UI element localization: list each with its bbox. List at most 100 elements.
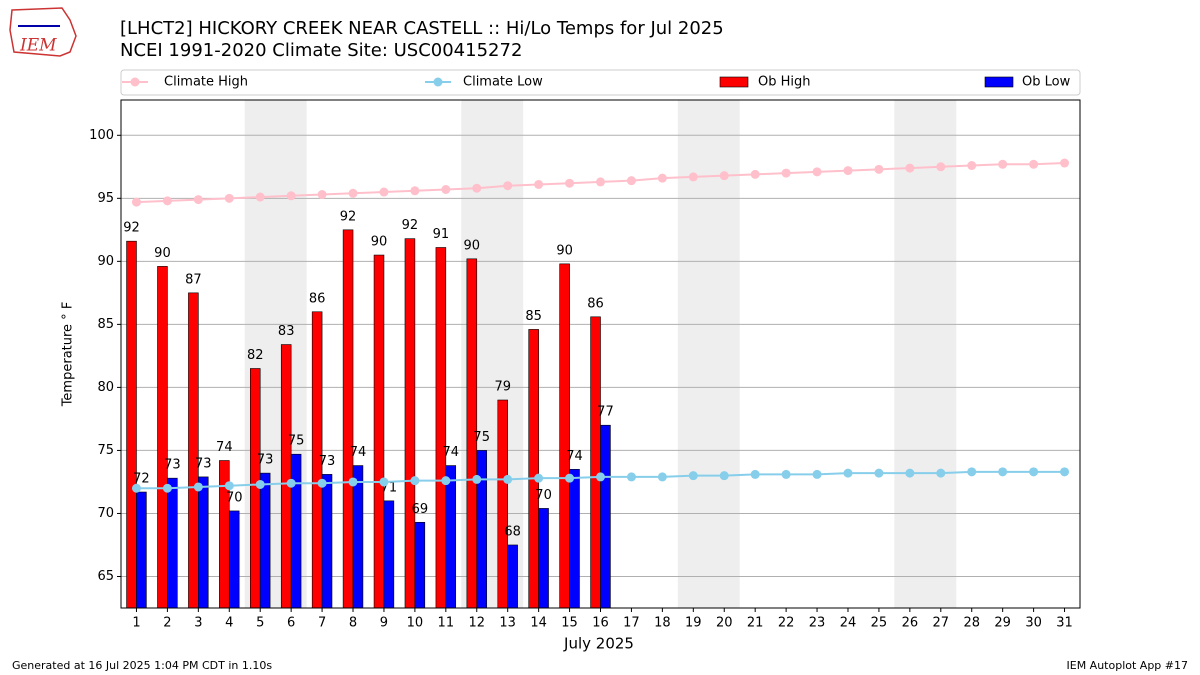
x-tick-label: 23 — [809, 616, 826, 631]
y-tick-label: 65 — [97, 569, 114, 584]
point — [936, 468, 946, 478]
data-label: 92 — [402, 218, 419, 233]
x-tick-label: 19 — [685, 616, 702, 631]
data-label: 75 — [473, 430, 490, 445]
point — [596, 472, 605, 482]
data-label: 73 — [195, 456, 212, 471]
point — [534, 473, 544, 483]
x-tick-label: 12 — [468, 616, 485, 631]
bar — [188, 292, 199, 609]
data-label: 83 — [278, 324, 295, 339]
point — [626, 472, 636, 482]
x-tick-label: 1 — [132, 616, 140, 631]
x-tick-label: 24 — [840, 616, 857, 631]
point — [812, 167, 822, 177]
point — [193, 482, 203, 492]
point — [317, 190, 327, 200]
point — [750, 169, 760, 179]
x-tick-label: 31 — [1056, 616, 1073, 631]
x-tick-label: 4 — [225, 616, 233, 631]
point — [905, 163, 915, 173]
bar — [136, 491, 147, 609]
data-label: 72 — [133, 472, 150, 487]
point — [441, 476, 451, 486]
legend-label: Climate Low — [463, 75, 543, 90]
x-tick-label: 25 — [871, 616, 888, 631]
point — [967, 161, 977, 171]
data-label: 73 — [257, 453, 274, 468]
point — [565, 178, 575, 188]
data-label: 70 — [535, 488, 552, 503]
point — [224, 193, 234, 203]
point — [410, 186, 420, 196]
bar — [476, 450, 487, 609]
y-tick-label: 75 — [97, 443, 114, 458]
point — [967, 467, 977, 477]
legend-marker — [433, 77, 443, 87]
point — [286, 478, 296, 488]
point — [874, 468, 884, 478]
data-label: 90 — [556, 243, 573, 258]
point — [843, 166, 853, 176]
data-label: 73 — [164, 458, 181, 473]
y-tick-label: 95 — [97, 191, 114, 206]
x-tick-label: 6 — [287, 616, 295, 631]
point — [379, 477, 389, 487]
bar — [404, 238, 416, 609]
bar — [352, 465, 364, 609]
point — [348, 477, 358, 487]
data-label: 68 — [504, 524, 521, 539]
x-tick-label: 17 — [623, 616, 640, 631]
point — [131, 483, 141, 493]
bar — [167, 477, 178, 609]
x-tick-label: 28 — [963, 616, 980, 631]
point — [286, 191, 296, 201]
point — [193, 195, 203, 205]
x-tick-label: 2 — [163, 616, 171, 631]
x-tick-label: 7 — [318, 616, 326, 631]
point — [224, 481, 234, 491]
point — [998, 467, 1008, 477]
x-tick-label: 21 — [747, 616, 764, 631]
bar — [559, 263, 570, 609]
bar — [383, 500, 395, 609]
bar — [590, 316, 601, 609]
x-axis-label: July 2025 — [563, 635, 634, 653]
chart-subtitle: NCEI 1991-2020 Climate Site: USC00415272 — [120, 40, 522, 61]
point — [503, 181, 513, 191]
data-label: 87 — [185, 272, 202, 287]
x-tick-label: 20 — [716, 616, 733, 631]
data-label: 90 — [154, 246, 171, 261]
bar — [321, 474, 333, 609]
point — [719, 471, 729, 481]
footer-right: IEM Autoplot App #17 — [1067, 659, 1189, 672]
data-label: 70 — [226, 490, 243, 505]
x-tick-label: 8 — [349, 616, 357, 631]
legend-swatch — [984, 76, 1014, 88]
point — [657, 173, 667, 183]
x-tick-label: 15 — [561, 616, 578, 631]
bar — [569, 469, 580, 609]
bar — [198, 476, 209, 609]
point — [781, 168, 791, 178]
point — [255, 192, 265, 202]
point — [255, 479, 265, 489]
chart-title: [LHCT2] HICKORY CREEK NEAR CASTELL :: Hi… — [120, 18, 724, 39]
x-tick-label: 29 — [994, 616, 1011, 631]
bar — [600, 424, 611, 609]
plot-frame — [120, 99, 1081, 609]
point — [410, 476, 420, 486]
point — [472, 474, 482, 484]
footer-left: Generated at 16 Jul 2025 1:04 PM CDT in … — [12, 659, 272, 672]
x-tick-label: 11 — [438, 616, 455, 631]
point — [688, 471, 698, 481]
point — [874, 164, 884, 174]
point — [472, 183, 482, 193]
point — [1029, 467, 1039, 477]
point — [812, 469, 822, 479]
x-tick-label: 9 — [380, 616, 388, 631]
y-tick-label: 100 — [89, 128, 114, 143]
bar — [435, 247, 447, 609]
data-label: 91 — [433, 227, 450, 242]
legend-marker — [130, 77, 140, 87]
